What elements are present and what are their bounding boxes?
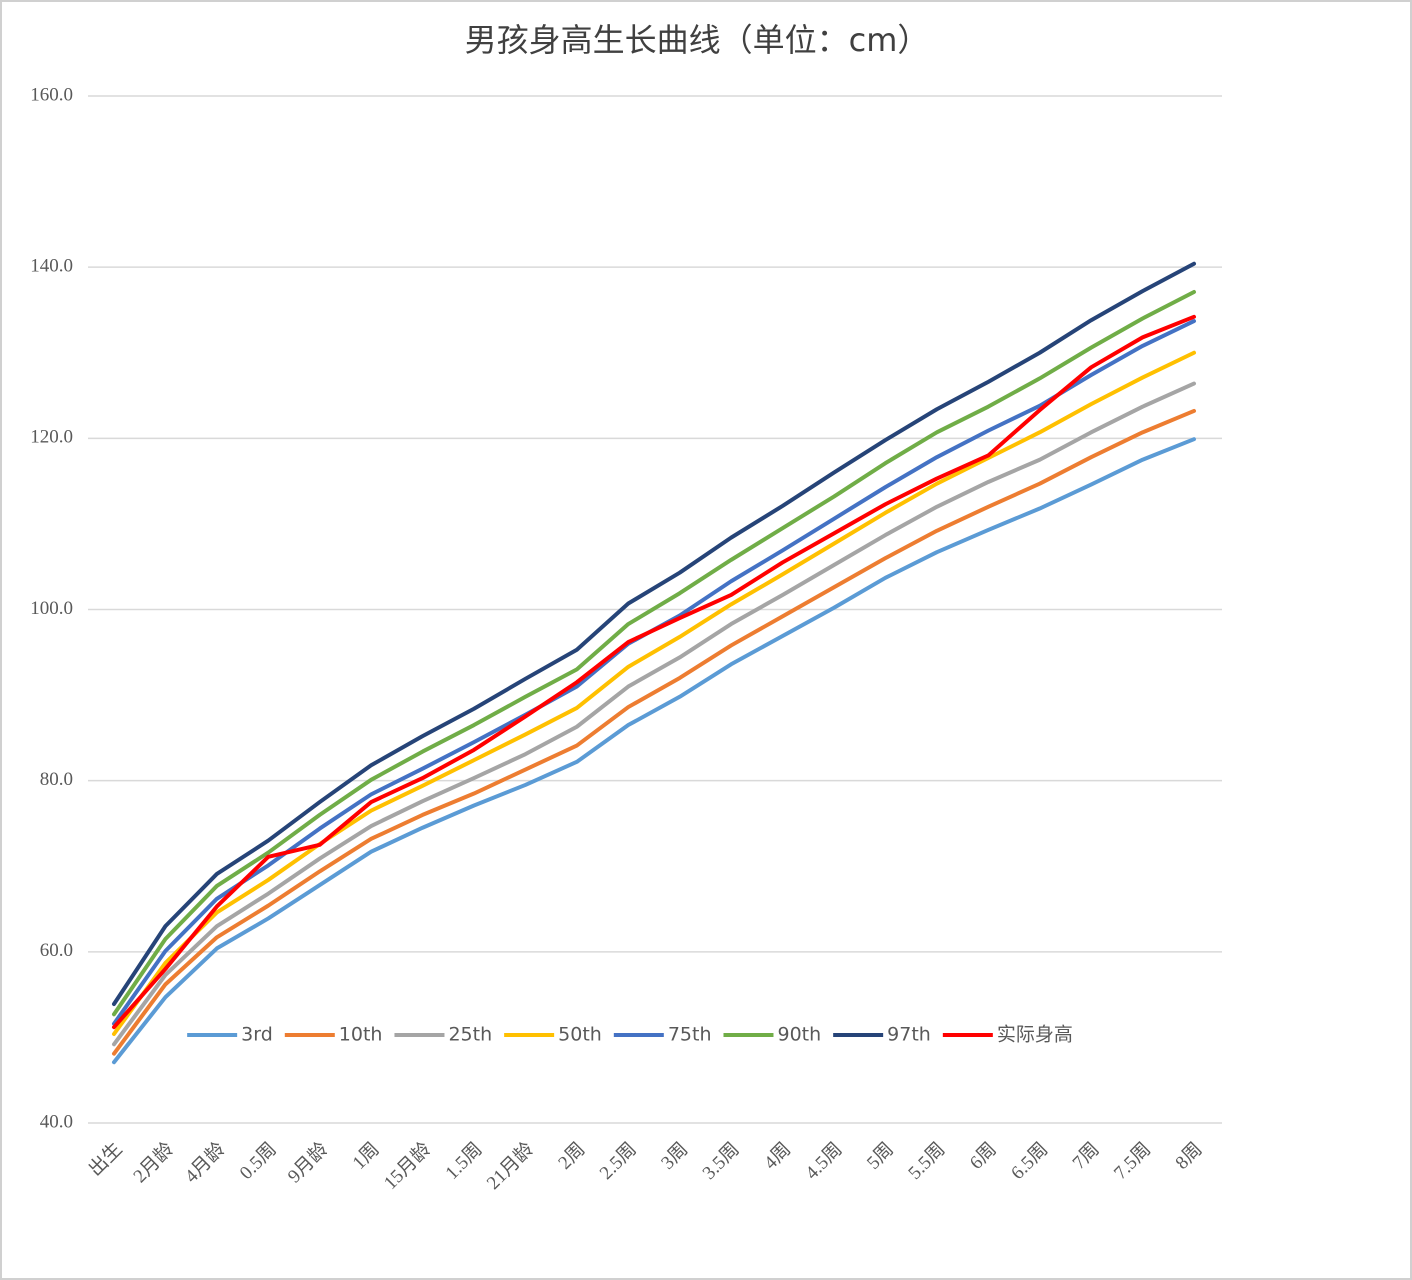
series-line (112, 289, 1196, 1017)
legend-label: 10th (339, 1024, 383, 1046)
legend-label: 25th (448, 1024, 492, 1046)
y-tick-label: 120.0 (30, 427, 73, 448)
series-line (112, 381, 1196, 1047)
series-line (112, 437, 1196, 1065)
legend-label: 90th (777, 1024, 821, 1046)
y-tick-label: 160.0 (30, 84, 73, 105)
y-tick-label: 100.0 (30, 598, 73, 619)
y-tick-label: 80.0 (40, 769, 73, 790)
legend-label: 75th (668, 1024, 712, 1046)
chart-title: 男孩身高生长曲线（单位：cm） (465, 21, 930, 59)
y-tick-label: 60.0 (40, 940, 73, 961)
legend-label: 50th (558, 1024, 602, 1046)
legend-label: 实际身高 (997, 1024, 1073, 1046)
y-tick-label: 140.0 (30, 256, 73, 277)
series-line (112, 408, 1196, 1056)
legend-label: 3rd (241, 1024, 273, 1046)
series-line (112, 261, 1196, 1007)
y-tick-label: 40.0 (40, 1111, 73, 1132)
legend-label: 97th (887, 1024, 931, 1046)
series-line (112, 314, 1196, 1030)
legend: 3rd 10th 25th 50th 75th 90th 97th 实际身高 (187, 1024, 1073, 1046)
series-line (112, 350, 1196, 1036)
